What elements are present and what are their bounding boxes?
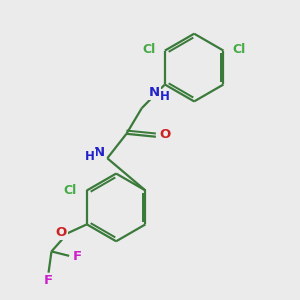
Text: O: O bbox=[160, 128, 171, 142]
Text: Cl: Cl bbox=[63, 184, 76, 197]
Text: H: H bbox=[85, 150, 94, 163]
Text: Cl: Cl bbox=[232, 43, 246, 56]
Text: Cl: Cl bbox=[143, 43, 156, 56]
Text: N: N bbox=[149, 86, 160, 99]
Text: H: H bbox=[160, 90, 170, 104]
Text: O: O bbox=[56, 226, 67, 239]
Text: F: F bbox=[73, 250, 82, 263]
Text: N: N bbox=[94, 146, 105, 159]
Text: F: F bbox=[44, 274, 53, 287]
